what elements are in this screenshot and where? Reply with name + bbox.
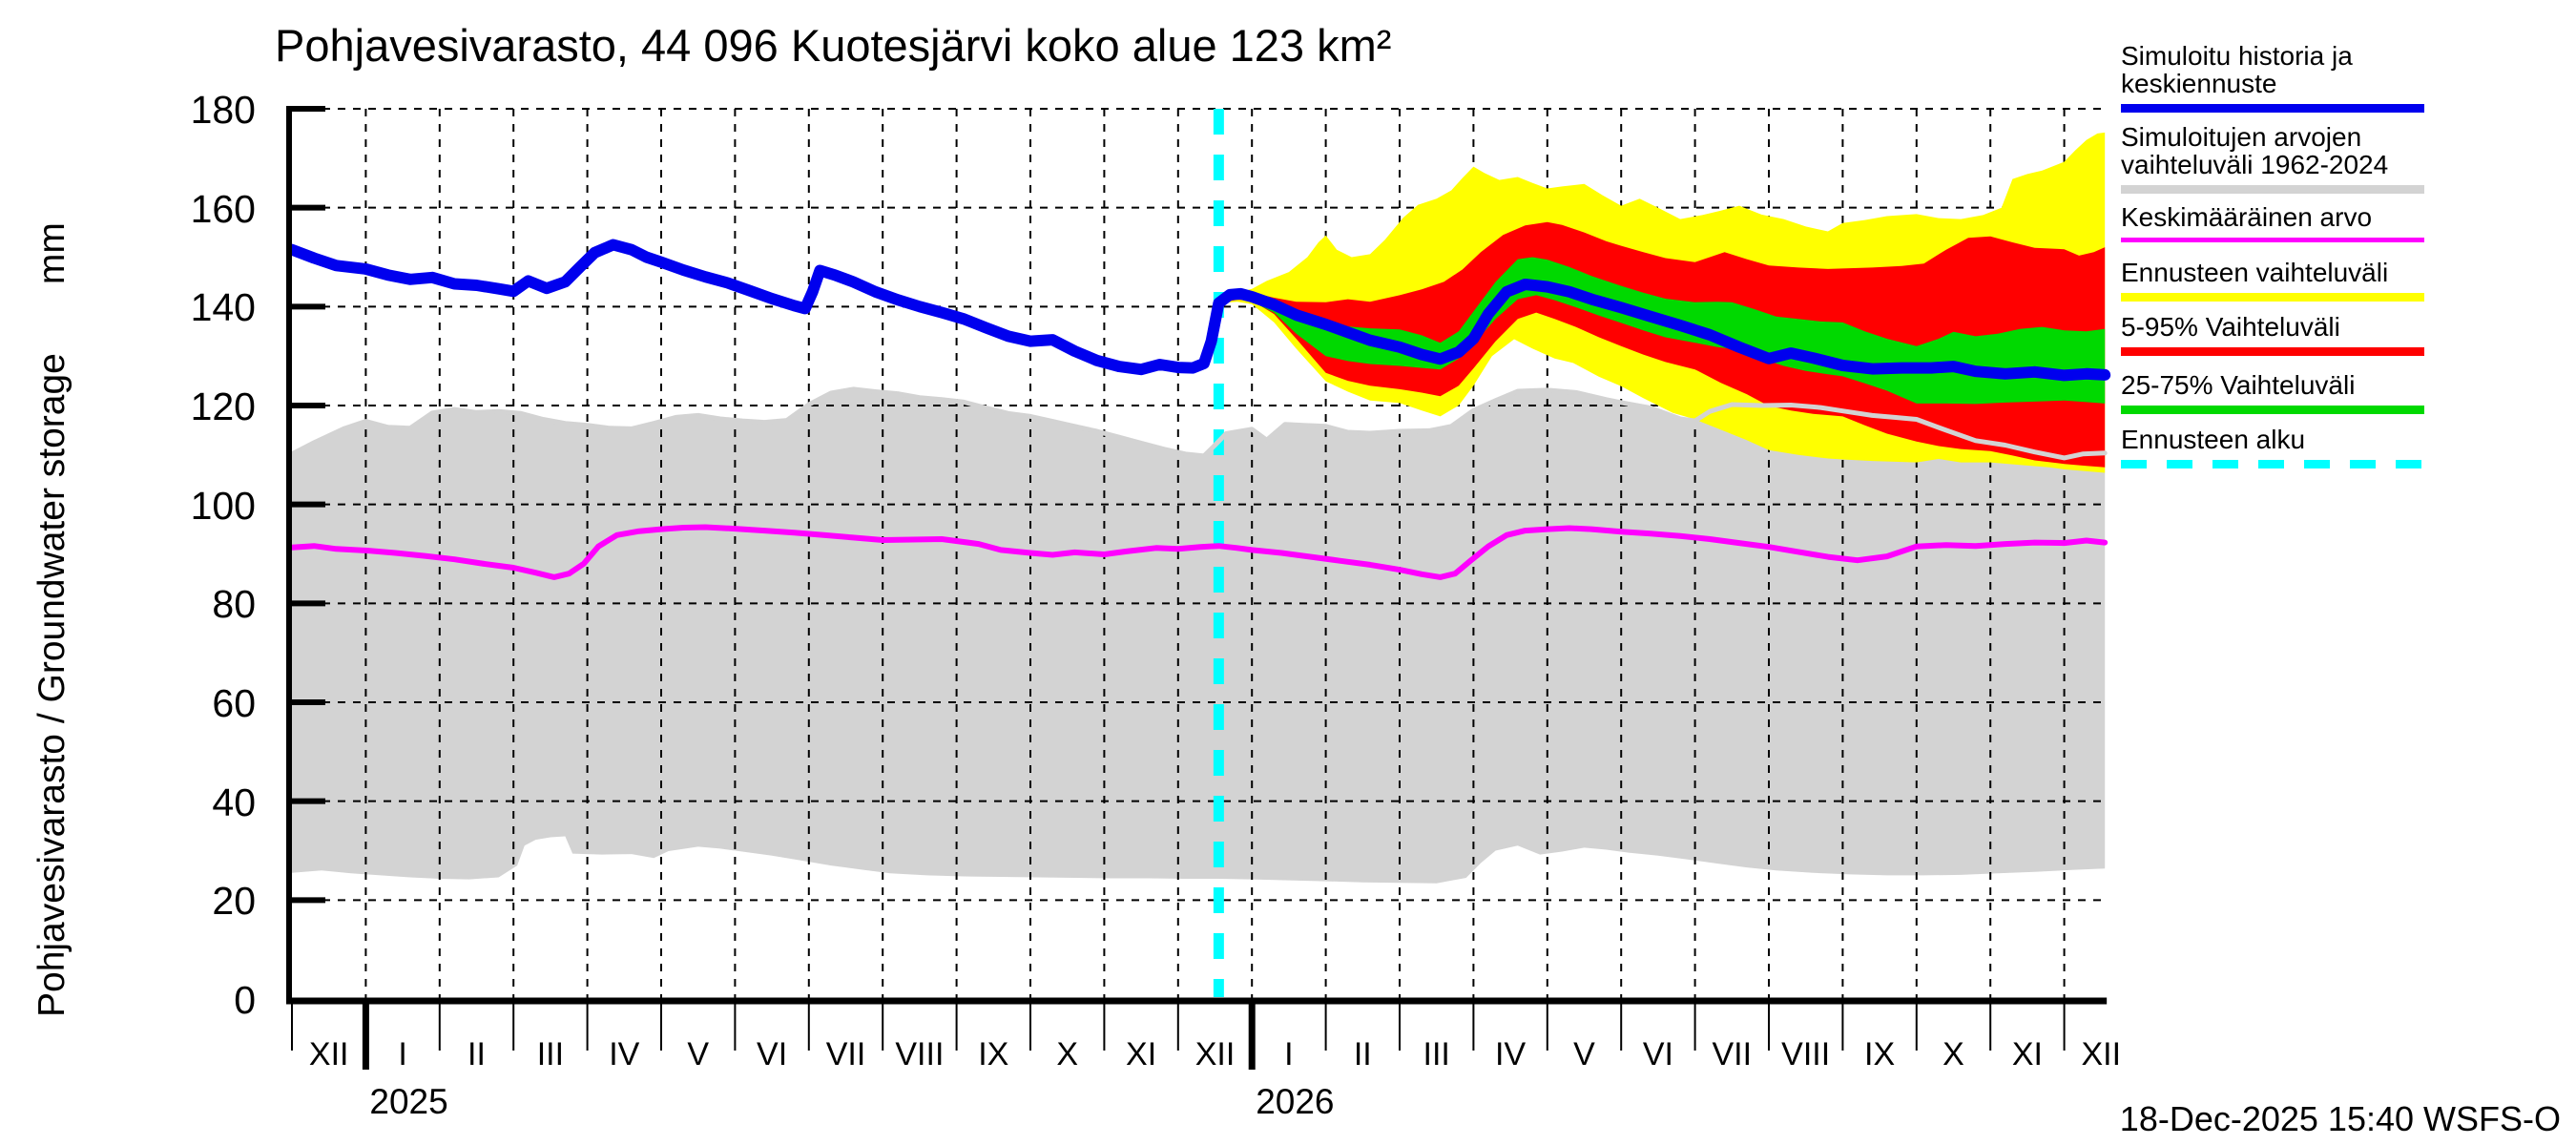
- legend-label-line: Simuloitu historia ja: [2121, 41, 2353, 71]
- history-and-mean-forecast-line: [286, 239, 2111, 382]
- legend-label-line: Simuloitujen arvojen: [2121, 122, 2362, 152]
- x-month-label-23: XI: [2011, 1036, 2043, 1072]
- legend-label-line: Ennusteen alku: [2121, 425, 2306, 454]
- x-month-label-1: I: [398, 1036, 407, 1072]
- legend-label-gray: Simuloitujen arvojen vaihteluväli 1962-20…: [2121, 123, 2388, 178]
- chart-title: Pohjavesivarasto, 44 096 Kuotesjärvi kok…: [275, 20, 1392, 71]
- legend-swatch-green: [2121, 406, 2424, 414]
- x-month-label-16: IV: [1495, 1036, 1527, 1072]
- range-5-95-band: [1218, 221, 2106, 468]
- timestamp: 18-Dec-2025 15:40 WSFS-O: [2119, 1099, 2561, 1138]
- legend-label-green: 25-75% Vaihteluväli: [2121, 371, 2355, 399]
- x-month-label-11: XI: [1126, 1036, 1157, 1072]
- legend-label-line: 25-75% Vaihteluväli: [2121, 370, 2356, 400]
- legend-label-blue: Simuloitu historia ja keskiennuste: [2121, 42, 2353, 97]
- y-axis-unit: mm: [31, 222, 73, 285]
- x-month-label-21: IX: [1864, 1036, 1896, 1072]
- y-axis-label-text: Pohjavesivarasto / Groundwater storage: [31, 353, 73, 1017]
- y-tick-label-160: 160: [190, 186, 256, 231]
- legend-swatch-cyan: [2121, 460, 2424, 468]
- x-month-label-9: IX: [978, 1036, 1009, 1072]
- x-month-label-22: X: [1942, 1036, 1964, 1072]
- y-tick-label-180: 180: [190, 88, 256, 132]
- legend-label-yellow: Ennusteen vaihteluväli: [2121, 259, 2388, 286]
- x-year-label-2026: 2026: [1256, 1082, 1335, 1121]
- y-tick-label-140: 140: [190, 285, 256, 330]
- x-month-label-3: III: [536, 1036, 565, 1072]
- legend-label-cyan: Ennusteen alku: [2121, 426, 2305, 453]
- average-value-line: [289, 524, 2109, 580]
- x-month-label-13: I: [1284, 1036, 1294, 1072]
- x-month-label-17: V: [1573, 1036, 1595, 1072]
- x-month-label-15: III: [1423, 1036, 1450, 1072]
- legend-swatch-gray: [2121, 185, 2424, 194]
- x-month-label-12: XII: [1195, 1036, 1236, 1072]
- x-month-label-10: X: [1056, 1036, 1079, 1072]
- legend-swatch-magenta: [2121, 238, 2424, 242]
- y-axis-label: Pohjavesivarasto / Groundwater storage m…: [31, 53, 74, 1017]
- simulated-range-top-edge-line: [289, 386, 2108, 461]
- simulated-range-band: [292, 388, 2106, 884]
- x-month-label-14: II: [1353, 1036, 1372, 1072]
- y-tick-label-40: 40: [212, 780, 256, 824]
- x-month-label-6: VI: [757, 1036, 788, 1072]
- legend-swatch-blue: [2121, 104, 2424, 113]
- y-tick-label-60: 60: [212, 681, 256, 725]
- x-month-label-2: II: [467, 1036, 486, 1072]
- legend-label-line: Ennusteen vaihteluväli: [2121, 258, 2389, 287]
- x-year-label-2025: 2025: [369, 1082, 448, 1121]
- y-tick-label-120: 120: [190, 385, 256, 428]
- x-month-label-20: VIII: [1781, 1036, 1831, 1072]
- x-month-label-19: VII: [1712, 1036, 1753, 1072]
- legend-label-magenta: Keskimääräinen arvo: [2121, 203, 2372, 231]
- y-tick-label-0: 0: [234, 978, 256, 1022]
- y-tick-label-20: 20: [212, 879, 256, 924]
- legend-label-line: Keskimääräinen arvo: [2121, 202, 2373, 232]
- y-tick-label-100: 100: [190, 483, 256, 528]
- legend-label-line: 5-95% Vaihteluväli: [2121, 312, 2340, 342]
- legend-label-red: 5-95% Vaihteluväli: [2121, 313, 2340, 341]
- x-month-label-0: XII: [308, 1036, 349, 1072]
- legend-label-line: vaihteluväli 1962-2024: [2121, 150, 2389, 179]
- y-tick-label-80: 80: [212, 582, 256, 627]
- legend-label-line: keskiennuste: [2121, 69, 2277, 98]
- x-month-label-4: IV: [609, 1036, 640, 1072]
- x-month-label-7: VII: [825, 1036, 866, 1072]
- x-month-label-18: VI: [1642, 1036, 1673, 1072]
- legend-swatch-yellow: [2121, 293, 2424, 302]
- x-month-label-5: V: [687, 1036, 710, 1072]
- x-month-label-24: XII: [2081, 1036, 2122, 1072]
- legend-swatch-red: [2121, 347, 2424, 356]
- x-month-label-8: VIII: [895, 1036, 945, 1072]
